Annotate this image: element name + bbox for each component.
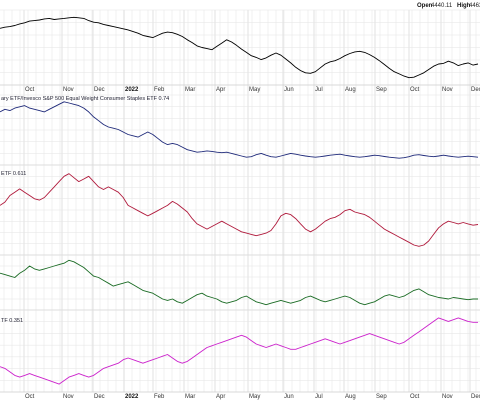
panel-title-4: TF 0.351: [1, 318, 23, 324]
x-tick-label-bottom-9: Jul: [315, 394, 323, 400]
x-tick-label-bottom-14: Dec: [471, 394, 480, 400]
text-layer: Open 4440.11 High 4463 ary ETF/Invesco S…: [1, 3, 480, 400]
x-tick-label-top-11: Sep: [376, 87, 387, 93]
x-tick-label-top-12: Oct: [410, 87, 420, 93]
x-tick-label-bottom-12: Oct: [410, 394, 420, 400]
x-tick-label-top-2: Dec: [94, 87, 105, 93]
x-tick-label-top-1: Nov: [63, 87, 74, 93]
open-value: 4440.11: [431, 3, 453, 9]
x-tick-label-top-6: Apr: [216, 87, 225, 93]
x-tick-label-bottom-1: Nov: [63, 394, 74, 400]
x-tick-label-bottom-8: Jun: [284, 394, 294, 400]
x-tick-label-bottom-13: Nov: [442, 394, 453, 400]
high-value: 4463: [469, 3, 480, 9]
panel-title-1: ary ETF/Invesco S&P 500 Equal Weight Con…: [1, 96, 169, 102]
series-line-panel-4: [0, 317, 478, 385]
x-tick-label-top-4: Feb: [154, 87, 165, 93]
series-line-panel-2: [0, 173, 479, 247]
x-tick-label-top-5: Mar: [185, 87, 195, 93]
x-tick-label-bottom-6: Apr: [216, 394, 225, 400]
x-tick-label-bottom-10: Aug: [345, 394, 356, 400]
series-layer: [0, 16, 479, 385]
panel-title-2: ETF 0.611: [1, 171, 26, 177]
series-line-panel-1: [0, 101, 479, 159]
x-tick-label-bottom-0: Oct: [25, 394, 35, 400]
x-tick-label-bottom-3: 2022: [125, 394, 139, 400]
high-label: High: [457, 3, 471, 9]
x-tick-label-top-10: Aug: [345, 87, 356, 93]
series-line-panel-3: [0, 259, 478, 306]
x-tick-label-bottom-5: Mar: [185, 394, 195, 400]
x-tick-label-bottom-2: Dec: [94, 394, 105, 400]
x-tick-label-bottom-11: Sep: [376, 394, 387, 400]
x-tick-label-top-14: Dec: [471, 87, 480, 93]
x-tick-label-bottom-7: May: [249, 394, 260, 400]
grid-layer: [0, 9, 480, 393]
x-tick-label-top-8: Jun: [284, 87, 294, 93]
open-label: Open: [417, 3, 433, 9]
series-line-panel-0: [0, 16, 479, 79]
x-tick-label-top-9: Jul: [315, 87, 323, 93]
x-tick-label-top-7: May: [249, 87, 260, 93]
x-tick-label-top-13: Nov: [442, 87, 453, 93]
x-tick-label-top-3: 2022: [125, 87, 139, 93]
x-tick-label-bottom-4: Feb: [154, 394, 165, 400]
x-tick-label-top-0: Oct: [25, 87, 35, 93]
